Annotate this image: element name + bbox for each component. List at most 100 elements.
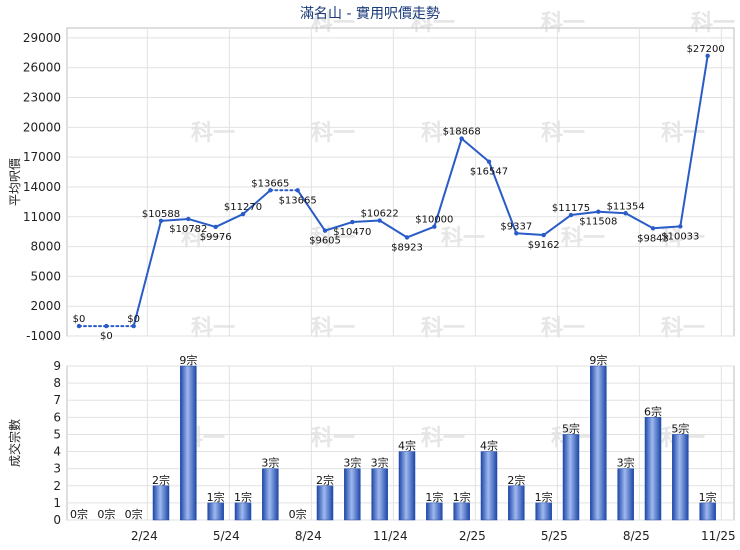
line-data-label: $9162 [528,240,560,251]
watermark-text-7: 科一 [541,121,585,146]
line-y-tick-label: 2000 [30,299,61,313]
bar-data-label: 4宗 [398,439,416,453]
line-y-tick-label: 8000 [30,240,61,254]
line-y-tick-label: 20000 [23,120,61,134]
bar [398,451,416,521]
line-segment [570,210,600,217]
line-point [350,219,355,225]
bar [562,434,580,521]
x-tick-label: 2/24 [131,529,158,543]
line-segment [624,212,654,230]
line-segment [406,225,436,239]
bar-y-axis-title: 成交宗數 [7,419,22,467]
line-data-label: $9605 [309,236,341,247]
bar [508,485,525,521]
watermark-text-21: 科一 [421,426,465,451]
bar-data-label: 0宗 [125,507,143,521]
watermark-text-1: 科一 [411,11,455,36]
line-point [486,159,492,164]
bar [371,468,388,521]
line-point [404,235,410,240]
watermark-text-5: 科一 [311,121,355,146]
line-point [240,211,246,217]
x-tick-label: 5/25 [541,529,568,543]
line-plot-frame [66,27,735,337]
bar-y-tick-label: 9 [53,359,61,373]
line-segment [515,232,545,237]
line-y-tick-label: 14000 [23,180,61,194]
line-point [705,53,710,59]
line-segment [351,219,381,224]
line-point [268,188,273,193]
bar-data-label: 5宗 [562,421,580,435]
line-segment [679,54,709,228]
line-point [596,209,601,214]
watermark-text-8: 科一 [661,121,705,146]
line-segment [488,160,518,235]
line-y-axis-title: 平均呎價 [8,158,22,206]
watermark-text-18: 科一 [661,316,705,341]
line-segment [542,214,572,237]
bar-data-label: 1宗 [453,490,471,504]
x-tick-label: 11/25 [701,529,736,543]
bar-data-label: 1宗 [699,490,717,504]
line-y-tick-label: -1000 [26,329,61,343]
line-point [186,216,191,222]
bar-y-tick-label: 2 [53,479,61,493]
bar-y-tick-label: 7 [53,393,61,407]
x-tick-label: 8/25 [623,529,650,543]
line-segment [460,137,490,163]
bar-data-label: 2宗 [152,473,170,487]
bar-data-label: 2宗 [507,473,525,487]
bar-data-label: 3宗 [617,456,635,470]
bar-data-label: 0宗 [97,507,115,521]
line-point [322,228,328,233]
bar-data-label: 5宗 [671,421,689,435]
line-data-label: $11270 [224,202,262,213]
line-y-tick-label: 23000 [23,91,61,105]
line-data-label: $9976 [200,232,232,243]
bar-y-tick-label: 0 [53,513,61,527]
bar [699,502,716,521]
watermark-text-0: 科一 [311,11,355,36]
line-data-label: $10000 [415,215,453,226]
watermark-text-11: 科一 [441,226,485,251]
line-point [568,212,574,218]
line-y-tick-label: 17000 [23,150,61,164]
line-segment [132,219,162,328]
line-y-tick-label: 26000 [23,61,61,75]
x-tick-label: 8/24 [295,529,322,543]
line-point [623,211,628,216]
line-point [76,323,82,329]
bar-data-label: 1宗 [234,490,252,504]
line-point [377,218,382,223]
line-point [158,218,164,224]
bar [644,417,662,521]
line-segment [242,189,272,216]
line-data-label: $10588 [142,209,180,220]
line-point [104,323,109,329]
watermark-text-16: 科一 [421,316,465,341]
line-segment [433,137,463,228]
line-point [541,232,546,238]
bar-data-label: 0宗 [289,507,307,521]
line-y-tick-label: 29000 [23,31,61,45]
watermark-text-17: 科一 [541,316,585,341]
line-point [295,188,300,193]
line-point [650,226,656,231]
watermark-text-15: 科一 [311,316,355,341]
line-data-label: $11354 [607,201,645,212]
chart-title: 滿名山 - 實用呎價走勢 [300,5,440,22]
bar-y-tick-label: 6 [53,410,61,424]
bar-data-label: 9宗 [179,353,197,367]
x-tick-label: 5/24 [213,529,240,543]
bar-data-label: 9宗 [589,353,607,367]
bar [426,502,443,521]
bar-data-label: 3宗 [261,456,279,470]
line-segment [214,213,244,228]
line-data-label: $13665 [251,178,289,189]
watermark-text-3: 科一 [691,11,735,36]
bar-y-tick-label: 5 [53,427,61,441]
bar [617,468,634,521]
